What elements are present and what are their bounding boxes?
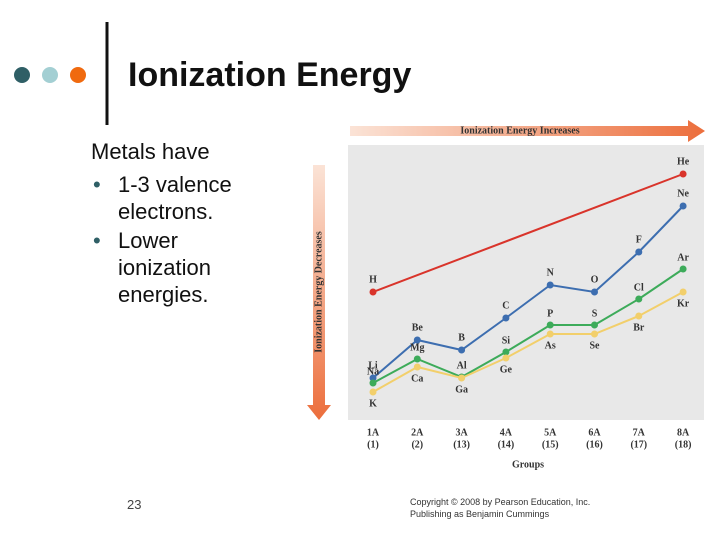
data-point: [635, 248, 643, 256]
x-tick-label: 5A: [544, 427, 557, 438]
x-tick-sublabel: (15): [542, 439, 559, 450]
y-arrow: [307, 165, 331, 420]
copyright-line: Publishing as Benjamin Cummings: [410, 509, 550, 519]
x-arrow-label: Ionization Energy Increases: [460, 125, 579, 136]
point-label: As: [545, 340, 556, 351]
data-point: [546, 330, 554, 338]
x-axis-title: Groups: [512, 459, 544, 470]
data-point: [458, 346, 466, 354]
point-label: P: [547, 308, 553, 319]
copyright: Copyright © 2008 by Pearson Education, I…: [410, 496, 590, 520]
point-label: Se: [590, 340, 601, 351]
data-point: [413, 363, 421, 371]
decor-dot: [70, 67, 86, 83]
slide-title: Ionization Energy: [128, 56, 412, 94]
x-tick-label: 7A: [633, 427, 646, 438]
data-point: [679, 265, 687, 273]
point-label: Br: [633, 322, 645, 333]
point-label: Ar: [677, 252, 689, 263]
copyright-line: Copyright © 2008 by Pearson Education, I…: [410, 497, 591, 507]
x-tick-sublabel: (18): [675, 439, 692, 450]
point-label: F: [636, 234, 642, 245]
data-point: [413, 336, 421, 344]
point-label: K: [369, 398, 377, 409]
bullet: • Lower ionization energies.: [93, 228, 211, 307]
x-tick-sublabel: (13): [453, 439, 470, 450]
data-point: [413, 355, 421, 363]
point-label: C: [502, 300, 509, 311]
point-label: Li: [368, 360, 378, 371]
bullet: • 1-3 valence electrons.: [93, 172, 232, 224]
data-point: [546, 281, 554, 289]
data-point: [502, 348, 510, 356]
x-tick-label: 2A: [411, 427, 424, 438]
point-label: Mg: [410, 342, 424, 353]
bullet-text: 1-3 valence electrons.: [118, 172, 232, 224]
x-arrow: [350, 120, 705, 142]
intro-text: Metals have: [91, 139, 210, 164]
data-point: [546, 321, 554, 329]
x-tick-sublabel: (17): [630, 439, 647, 450]
bullet-text: Lower ionization energies.: [118, 228, 211, 307]
point-label: Si: [502, 335, 511, 346]
point-label: Ga: [455, 384, 468, 395]
x-tick-sublabel: (14): [498, 439, 515, 450]
x-tick-sublabel: (2): [411, 439, 423, 450]
data-point: [591, 330, 598, 338]
series-line: [372, 268, 684, 384]
decor-dot: [42, 67, 58, 83]
data-point: [502, 354, 510, 362]
x-tick-label: 6A: [588, 427, 601, 438]
page-number: 23: [127, 497, 142, 512]
data-point: [369, 288, 377, 296]
y-arrow-label: Ionization Energy Decreases: [313, 231, 324, 353]
point-label: Be: [412, 322, 424, 333]
data-point: [679, 202, 687, 210]
point-label: N: [547, 267, 555, 278]
data-point: [369, 388, 377, 396]
x-tick-label: 1A: [367, 427, 380, 438]
data-point: [679, 170, 687, 178]
x-tick-sublabel: (16): [586, 439, 603, 450]
data-point: [369, 374, 377, 382]
x-tick-sublabel: (1): [367, 439, 379, 450]
decor-dot: [14, 67, 30, 83]
point-label: H: [369, 274, 377, 285]
series-line: [372, 291, 684, 393]
point-label: Kr: [677, 298, 690, 309]
x-tick-label: 8A: [677, 427, 690, 438]
data-point: [369, 379, 377, 387]
data-point: [591, 321, 598, 329]
point-label: He: [677, 156, 690, 167]
point-label: Cl: [634, 282, 644, 293]
series-line: [372, 205, 684, 379]
point-label: S: [592, 308, 598, 319]
data-point: [635, 312, 643, 320]
x-tick-label: 4A: [500, 427, 513, 438]
x-tick-label: 3A: [455, 427, 468, 438]
point-label: Ca: [411, 373, 423, 384]
point-label: Al: [457, 360, 467, 371]
point-label: O: [591, 274, 599, 285]
data-point: [591, 288, 598, 296]
point-label: Na: [367, 366, 379, 377]
point-label: Ne: [677, 188, 689, 199]
plot-background: [348, 145, 704, 420]
data-point: [635, 295, 643, 303]
point-label: B: [458, 332, 465, 343]
data-point: [679, 288, 687, 296]
data-point: [458, 374, 466, 382]
data-point: [502, 314, 510, 322]
point-label: Ge: [500, 364, 513, 375]
bullet-list: • 1-3 valence electrons. • Lower ionizatio…: [91, 171, 246, 308]
series-line: [372, 173, 684, 293]
